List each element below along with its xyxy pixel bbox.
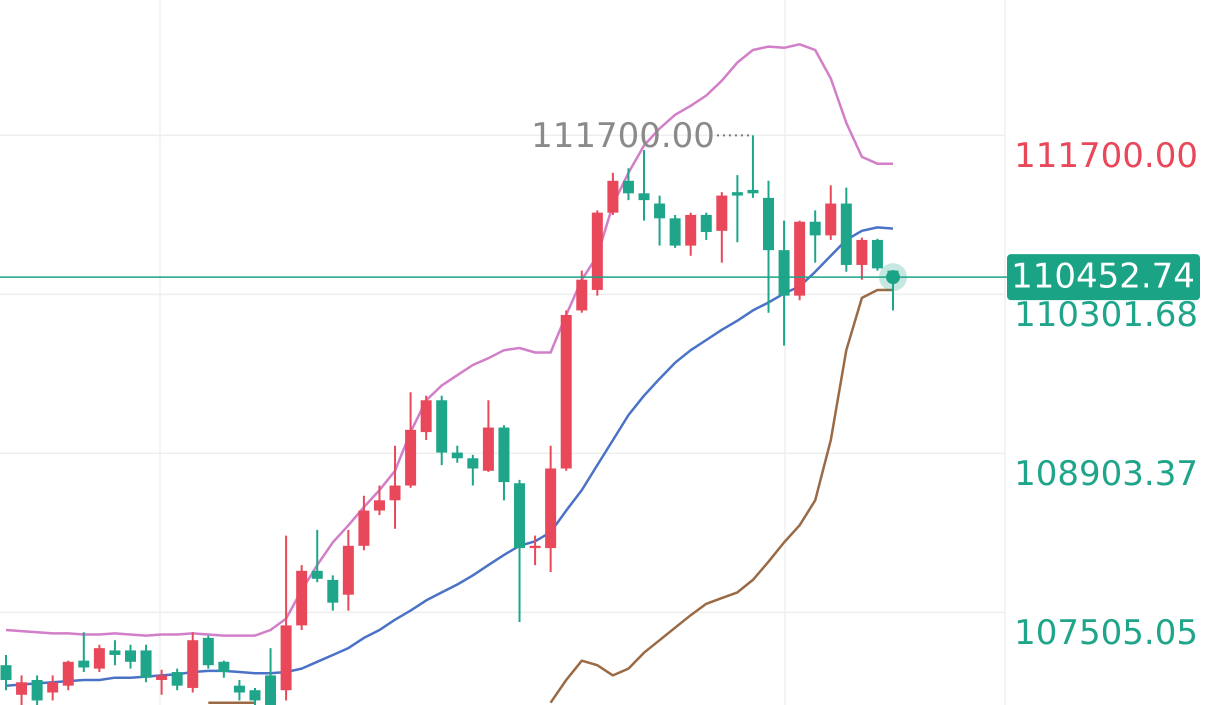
candle-body	[560, 314, 572, 469]
candle-body	[218, 661, 230, 673]
candle-body	[514, 483, 526, 549]
candle-body	[16, 682, 28, 695]
candle-body	[576, 279, 588, 311]
current-price-label: 110452.74	[1011, 257, 1195, 297]
candle-body	[825, 203, 837, 236]
candle-body	[233, 685, 245, 693]
candle-body	[265, 675, 277, 705]
bands	[5, 43, 894, 704]
candle-body	[420, 400, 432, 433]
candle-body	[871, 239, 883, 269]
candle-body	[78, 660, 90, 668]
candle-body	[311, 570, 323, 579]
annotation-label: 111700.00	[531, 116, 715, 156]
candle-body	[638, 193, 650, 201]
candle-body	[389, 485, 401, 501]
candle-body	[405, 429, 417, 486]
candle-body	[856, 239, 868, 265]
candle-body	[124, 650, 136, 662]
candle-body	[296, 570, 308, 626]
candle-body	[31, 679, 43, 701]
candle-body	[109, 650, 121, 655]
candle-body	[731, 192, 743, 196]
candle-body	[451, 452, 463, 459]
candle-body	[591, 212, 603, 290]
grid	[0, 134, 1005, 614]
candle-body	[622, 180, 634, 194]
overlay: 111700.00 110301.68 108903.37 107505.05 1104…	[0, 116, 1200, 653]
candle-body	[358, 510, 370, 546]
candle-body	[607, 180, 619, 213]
candle-body	[716, 195, 728, 231]
candle-body	[140, 650, 152, 678]
upper-band	[5, 43, 893, 637]
candle-body	[685, 214, 697, 246]
candle-body	[654, 203, 666, 219]
candle-body	[467, 458, 479, 469]
candle-body	[156, 675, 168, 680]
candle-body	[763, 197, 775, 251]
candle-body	[529, 545, 541, 549]
candle-body	[47, 682, 59, 693]
candle-body	[202, 637, 214, 666]
y-tick-label: 108903.37	[1014, 454, 1198, 494]
candle-body	[669, 218, 681, 246]
candle-body	[249, 690, 261, 701]
candle-body	[482, 427, 494, 471]
current-price-box	[1007, 254, 1200, 301]
current-price-dot	[886, 270, 900, 285]
candle-body	[62, 661, 74, 686]
candle-body	[342, 545, 354, 595]
candle-body	[700, 214, 712, 232]
y-tick-label: 107505.05	[1014, 613, 1198, 653]
candle-body	[0, 665, 12, 680]
candle-body	[747, 189, 759, 194]
candle-body	[327, 579, 339, 603]
candle-body	[809, 221, 821, 236]
candle-body	[280, 625, 292, 691]
candles	[0, 135, 899, 705]
candle-body	[93, 648, 105, 669]
candle-body	[436, 400, 448, 453]
candle-body	[187, 640, 199, 688]
candle-body	[794, 221, 806, 296]
middle-band	[5, 226, 894, 687]
lower-band	[208, 288, 893, 704]
y-tick-label: 111700.00	[1014, 136, 1198, 176]
y-tick-label: 110301.68	[1014, 295, 1198, 335]
candle-body	[545, 468, 557, 549]
candle-body	[840, 203, 852, 265]
candle-body	[171, 672, 183, 686]
candle-body	[498, 427, 510, 483]
candle-body	[373, 500, 385, 511]
candle-body	[778, 250, 790, 296]
